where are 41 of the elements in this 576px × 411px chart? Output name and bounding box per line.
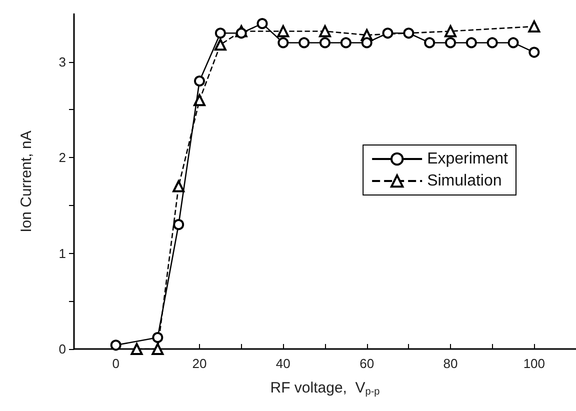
x-tick-label: 0 — [112, 356, 120, 371]
point — [466, 37, 477, 48]
y-tick-label: 0 — [58, 342, 66, 356]
point — [320, 37, 330, 48]
legend-label: Simulation — [427, 172, 502, 190]
point — [278, 37, 289, 48]
x-tick-label: 100 — [523, 356, 546, 371]
y-axis-title: Ion Current, nA — [18, 130, 35, 232]
point — [152, 332, 164, 344]
point — [444, 25, 456, 38]
point — [173, 219, 184, 230]
point — [236, 28, 247, 39]
point — [110, 340, 122, 351]
legend-label: Experiment — [427, 150, 509, 168]
point — [361, 37, 372, 48]
point — [424, 37, 436, 48]
point — [445, 37, 456, 48]
point — [172, 180, 185, 192]
point — [403, 28, 414, 39]
point — [340, 37, 352, 48]
point — [298, 37, 310, 48]
point — [382, 28, 394, 39]
point — [508, 37, 519, 48]
y-tick-label: 2 — [58, 150, 66, 166]
point — [277, 25, 290, 38]
y-tick-label: 1 — [58, 246, 66, 261]
x-tick-label: 40 — [276, 356, 290, 371]
point — [528, 20, 540, 32]
point — [152, 343, 164, 355]
x-tick-label: 80 — [443, 356, 458, 371]
point — [486, 37, 498, 48]
point — [130, 343, 143, 355]
point — [214, 28, 226, 39]
x-tick-label: 20 — [192, 356, 207, 371]
point — [214, 38, 226, 51]
point — [319, 25, 331, 38]
y-tick-label: 3 — [58, 54, 66, 70]
point — [528, 46, 540, 58]
x-tick-label: 60 — [360, 356, 374, 371]
point — [256, 18, 268, 30]
point — [194, 76, 205, 86]
